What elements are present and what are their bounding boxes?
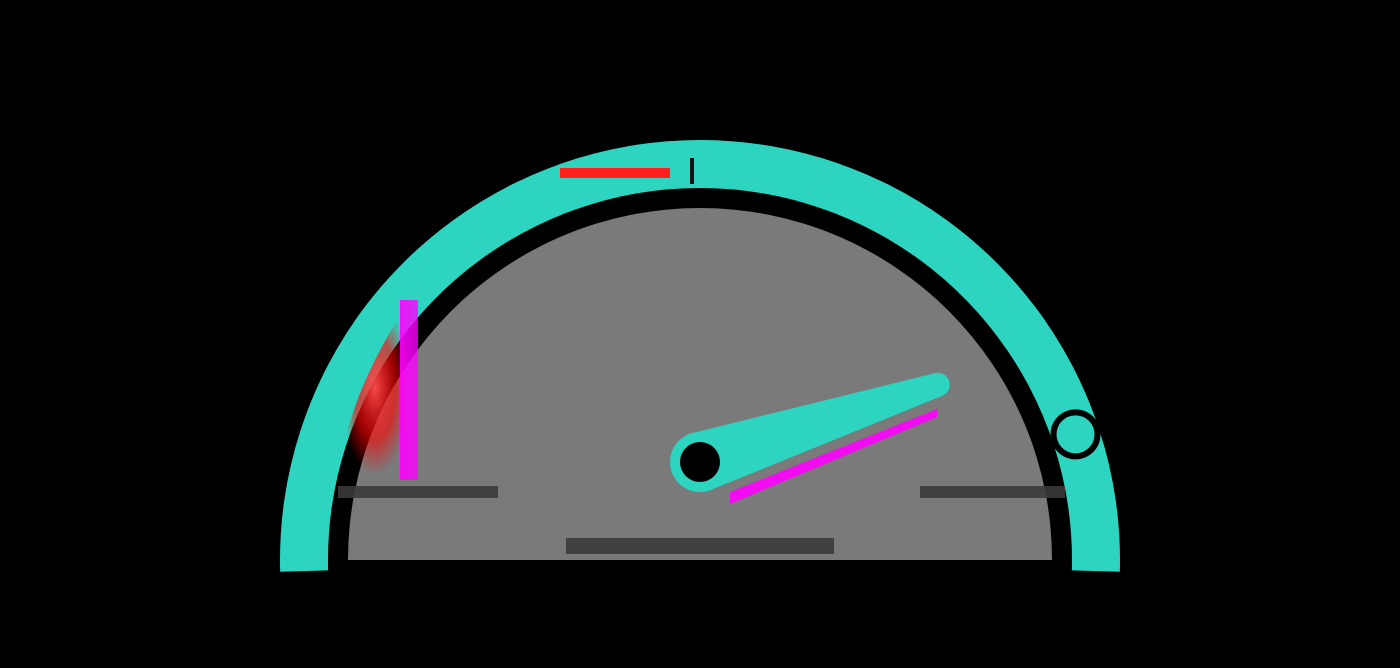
caption-block bbox=[566, 538, 834, 554]
min-label-block bbox=[338, 486, 498, 498]
red-dash-top bbox=[560, 168, 670, 178]
gauge-needle-group bbox=[670, 372, 950, 504]
top-tick-mark bbox=[690, 158, 694, 184]
red-accent-left bbox=[340, 300, 410, 475]
magenta-strip bbox=[400, 300, 418, 480]
gauge-band-5 bbox=[994, 303, 1120, 572]
gauge-needle bbox=[690, 372, 950, 491]
gauge-band-4 bbox=[805, 157, 1047, 350]
gauge-accents bbox=[338, 158, 1101, 554]
gauge-face bbox=[348, 208, 1052, 560]
marker-ring bbox=[1050, 409, 1101, 460]
needle-shadow bbox=[730, 408, 938, 504]
gauge-band-3 bbox=[559, 140, 841, 210]
max-label-block bbox=[920, 486, 1065, 498]
needle-hub bbox=[680, 442, 720, 482]
